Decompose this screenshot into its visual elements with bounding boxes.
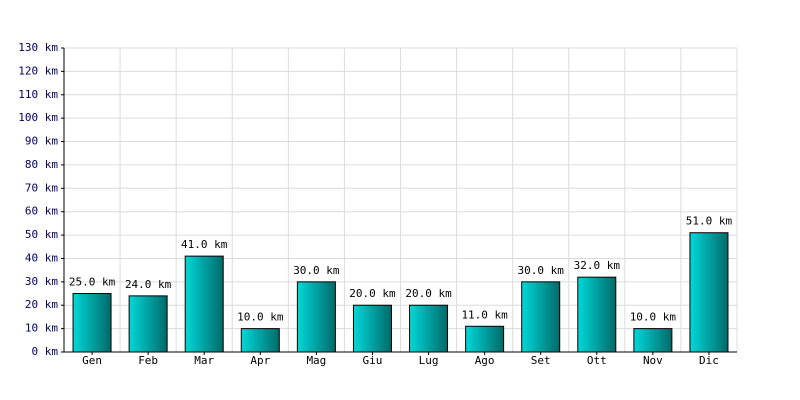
bar bbox=[240, 328, 280, 353]
x-tick-label: Giu bbox=[363, 354, 383, 367]
value-label: 10.0 km bbox=[237, 311, 284, 324]
bar bbox=[352, 304, 392, 353]
bar bbox=[633, 328, 673, 353]
x-tick-label: Dic bbox=[699, 354, 719, 367]
y-tick-label: 40 km bbox=[25, 251, 58, 264]
bar bbox=[465, 325, 505, 353]
y-tick-label: 0 km bbox=[32, 345, 59, 358]
x-tick-label: Mar bbox=[194, 354, 214, 367]
x-tick-label: Set bbox=[531, 354, 551, 367]
value-label: 20.0 km bbox=[349, 287, 396, 300]
y-tick-label: 10 km bbox=[25, 322, 58, 335]
value-label: 10.0 km bbox=[630, 311, 677, 324]
bar bbox=[128, 295, 168, 353]
y-tick-label: 70 km bbox=[25, 181, 58, 194]
bar bbox=[577, 276, 617, 353]
x-tick-label: Lug bbox=[419, 354, 439, 367]
x-tick-label: Ott bbox=[587, 354, 607, 367]
value-label: 51.0 km bbox=[686, 215, 733, 228]
value-label: 11.0 km bbox=[461, 308, 508, 321]
bar bbox=[521, 281, 561, 353]
y-tick-label: 130 km bbox=[18, 41, 58, 54]
x-tick-label: Gen bbox=[82, 354, 102, 367]
x-tick-label: Mag bbox=[306, 354, 326, 367]
y-tick-label: 90 km bbox=[25, 135, 58, 148]
value-label: 25.0 km bbox=[69, 276, 116, 289]
x-tick-label: Apr bbox=[250, 354, 270, 367]
bar bbox=[409, 304, 449, 353]
bar bbox=[689, 232, 729, 353]
bar bbox=[184, 255, 224, 353]
value-label: 41.0 km bbox=[181, 238, 228, 251]
value-label: 24.0 km bbox=[125, 278, 172, 291]
y-tick-label: 50 km bbox=[25, 228, 58, 241]
value-label: 30.0 km bbox=[293, 264, 340, 277]
y-tick-label: 120 km bbox=[18, 64, 58, 77]
y-tick-label: 60 km bbox=[25, 205, 58, 218]
x-tick-label: Nov bbox=[643, 354, 663, 367]
y-tick-label: 80 km bbox=[25, 158, 58, 171]
value-label: 30.0 km bbox=[518, 264, 565, 277]
bar bbox=[72, 293, 112, 353]
x-tick-label: Ago bbox=[475, 354, 495, 367]
y-tick-label: 100 km bbox=[18, 111, 58, 124]
value-label: 20.0 km bbox=[405, 287, 452, 300]
x-tick-label: Feb bbox=[138, 354, 158, 367]
y-tick-label: 30 km bbox=[25, 275, 58, 288]
y-tick-label: 20 km bbox=[25, 298, 58, 311]
value-label: 32.0 km bbox=[574, 259, 621, 272]
y-tick-label: 110 km bbox=[18, 88, 58, 101]
bar bbox=[296, 281, 336, 353]
